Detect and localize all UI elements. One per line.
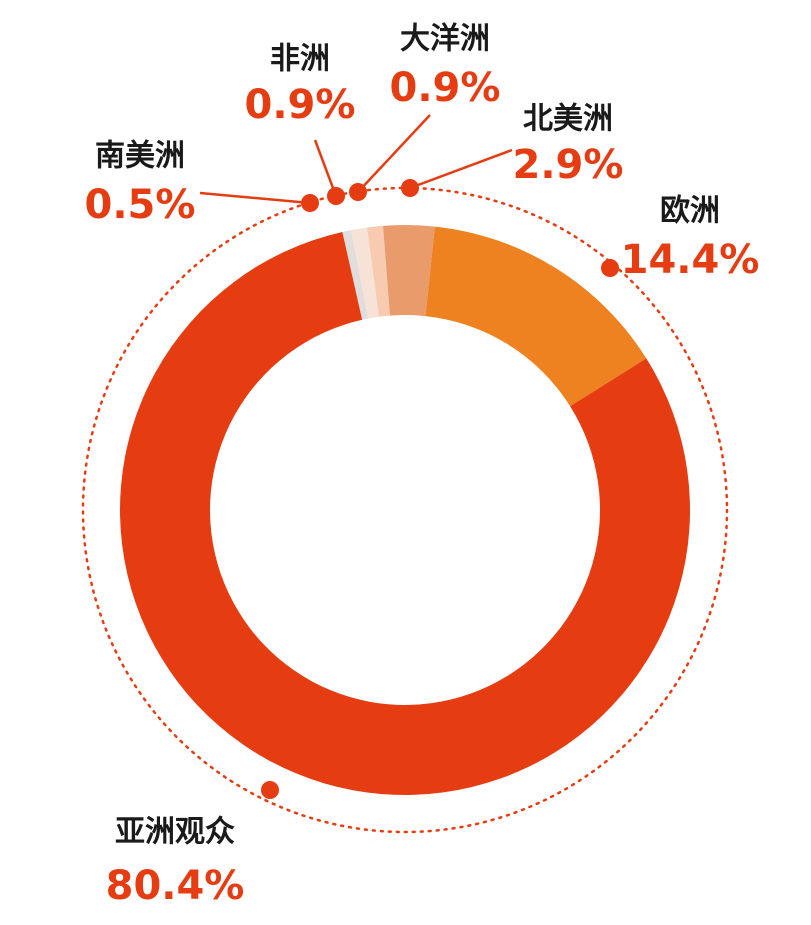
- leader-line: [357, 114, 431, 193]
- leader-line: [409, 148, 513, 190]
- value-label: 80.4%: [106, 863, 245, 909]
- label-dot: [301, 194, 319, 212]
- donut-slice: [120, 231, 690, 795]
- label-dot: [401, 179, 419, 197]
- label-dot: [349, 183, 367, 201]
- label-dot: [261, 781, 279, 799]
- donut-slice: [351, 227, 380, 319]
- value-label: 0.5%: [85, 182, 196, 228]
- value-label: 2.9%: [513, 142, 624, 188]
- donut-slice: [383, 224, 435, 317]
- donut-slice: [425, 226, 647, 407]
- value-label: 14.4%: [621, 237, 760, 283]
- category-label: 南美洲: [95, 139, 185, 174]
- label-dot: [601, 259, 619, 277]
- value-label: 0.9%: [390, 65, 501, 111]
- category-label: 欧洲: [660, 194, 720, 229]
- leader-line: [313, 139, 338, 197]
- category-label: 北美洲: [523, 102, 613, 137]
- category-label: 非洲: [270, 42, 330, 77]
- leader-line: [199, 191, 311, 205]
- donut-slice: [342, 230, 369, 320]
- dotted-ring: [81, 186, 729, 834]
- label-dot: [327, 187, 345, 205]
- category-label: 亚洲观众: [115, 815, 235, 850]
- value-label: 0.9%: [245, 82, 356, 128]
- donut-slice: [367, 225, 390, 317]
- category-label: 大洋洲: [400, 22, 490, 57]
